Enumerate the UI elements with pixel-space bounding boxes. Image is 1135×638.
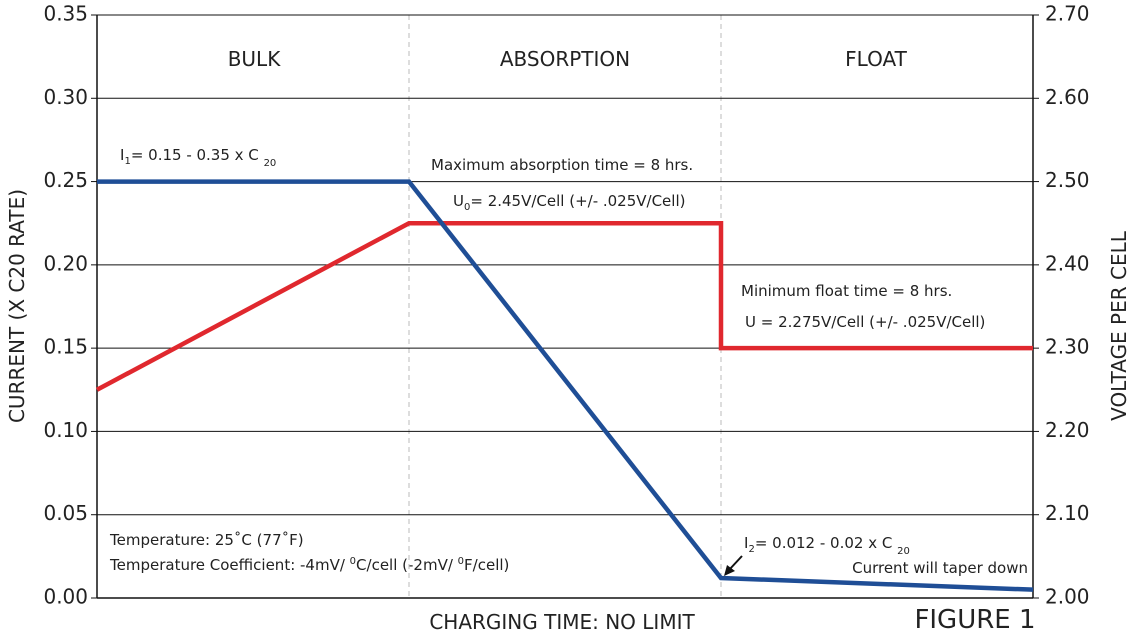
annotation-text: I — [120, 146, 124, 164]
annotation-text: F/cell) — [464, 556, 509, 574]
y-tick-label: 0.35 — [43, 2, 88, 26]
annotation: Temperature: 25˚C (77˚F) — [109, 531, 304, 549]
annotation-text: Temperature: 25˚C (77˚F) — [109, 531, 304, 549]
annotation: Current will taper down — [852, 559, 1028, 577]
annotation-text: = 0.15 - 0.35 x C — [131, 146, 264, 164]
annotation-text: = 0.012 - 0.02 x C — [755, 534, 897, 552]
y2-axis-label: VOLTAGE PER CELL — [1107, 230, 1131, 421]
annotation-text: C/cell (-2mV/ — [356, 556, 458, 574]
annotation: Maximum absorption time = 8 hrs. — [431, 156, 693, 174]
annotation: U = 2.275V/Cell (+/- .025V/Cell) — [745, 313, 985, 331]
x-axis-label: CHARGING TIME: NO LIMIT — [429, 610, 695, 634]
annotation-arrow — [728, 555, 743, 571]
annotation-text: Minimum float time = 8 hrs. — [741, 282, 952, 300]
annotation-subscript: 1 — [124, 156, 130, 167]
annotation-text: Current will taper down — [852, 559, 1028, 577]
annotation-text: Maximum absorption time = 8 hrs. — [431, 156, 693, 174]
series-line — [97, 179, 1034, 592]
y-axis-label: CURRENT (X C20 RATE) — [5, 189, 29, 423]
y2-tick-label: 2.40 — [1045, 251, 1090, 275]
annotation-subscript: 2 — [748, 544, 754, 555]
annotation-arrowhead — [724, 565, 735, 576]
phase-label: BULK — [228, 47, 282, 71]
annotation-text: = 2.45V/Cell (+/- .025V/Cell) — [470, 192, 685, 210]
annotation-text: I — [744, 534, 748, 552]
y-tick-label: 0.10 — [43, 418, 88, 442]
y-tick-label: 0.30 — [43, 85, 88, 109]
y-tick-label: 0.15 — [43, 335, 88, 359]
annotation: I1= 0.15 - 0.35 x C 20 — [120, 146, 276, 169]
annotation-text: U — [453, 192, 464, 210]
annotation: Minimum float time = 8 hrs. — [741, 282, 952, 300]
y2-tick-label: 2.30 — [1045, 335, 1090, 359]
figure-label: FIGURE 1 — [914, 605, 1035, 635]
y2-tick-label: 2.70 — [1045, 2, 1090, 26]
phase-label: ABSORPTION — [500, 47, 630, 71]
y-tick-label: 0.00 — [43, 585, 88, 609]
phase-label: FLOAT — [845, 47, 907, 71]
annotation-superscript: 0 — [458, 556, 464, 567]
annotation-superscript: 0 — [350, 556, 356, 567]
y-tick-label: 0.05 — [43, 501, 88, 525]
y2-tick-label: 2.10 — [1045, 501, 1090, 525]
annotation-subscript: 20 — [897, 546, 910, 557]
y-tick-label: 0.20 — [43, 251, 88, 275]
annotation-subscript: 20 — [264, 158, 277, 169]
y2-tick-label: 2.50 — [1045, 168, 1090, 192]
annotation-text: Temperature Coefficient: -4mV/ — [109, 556, 350, 574]
annotation-subscript: 0 — [464, 202, 470, 213]
annotation: Temperature Coefficient: -4mV/ 0C/cell (… — [109, 556, 509, 574]
y2-tick-label: 2.20 — [1045, 418, 1090, 442]
y2-tick-label: 2.00 — [1045, 585, 1090, 609]
annotation-text: U = 2.275V/Cell (+/- .025V/Cell) — [745, 313, 985, 331]
y2-tick-label: 2.60 — [1045, 85, 1090, 109]
annotation: U0= 2.45V/Cell (+/- .025V/Cell) — [453, 192, 685, 213]
y-tick-label: 0.25 — [43, 168, 88, 192]
series-line — [95, 220, 1033, 392]
annotation: I2= 0.012 - 0.02 x C 20 — [744, 534, 910, 557]
